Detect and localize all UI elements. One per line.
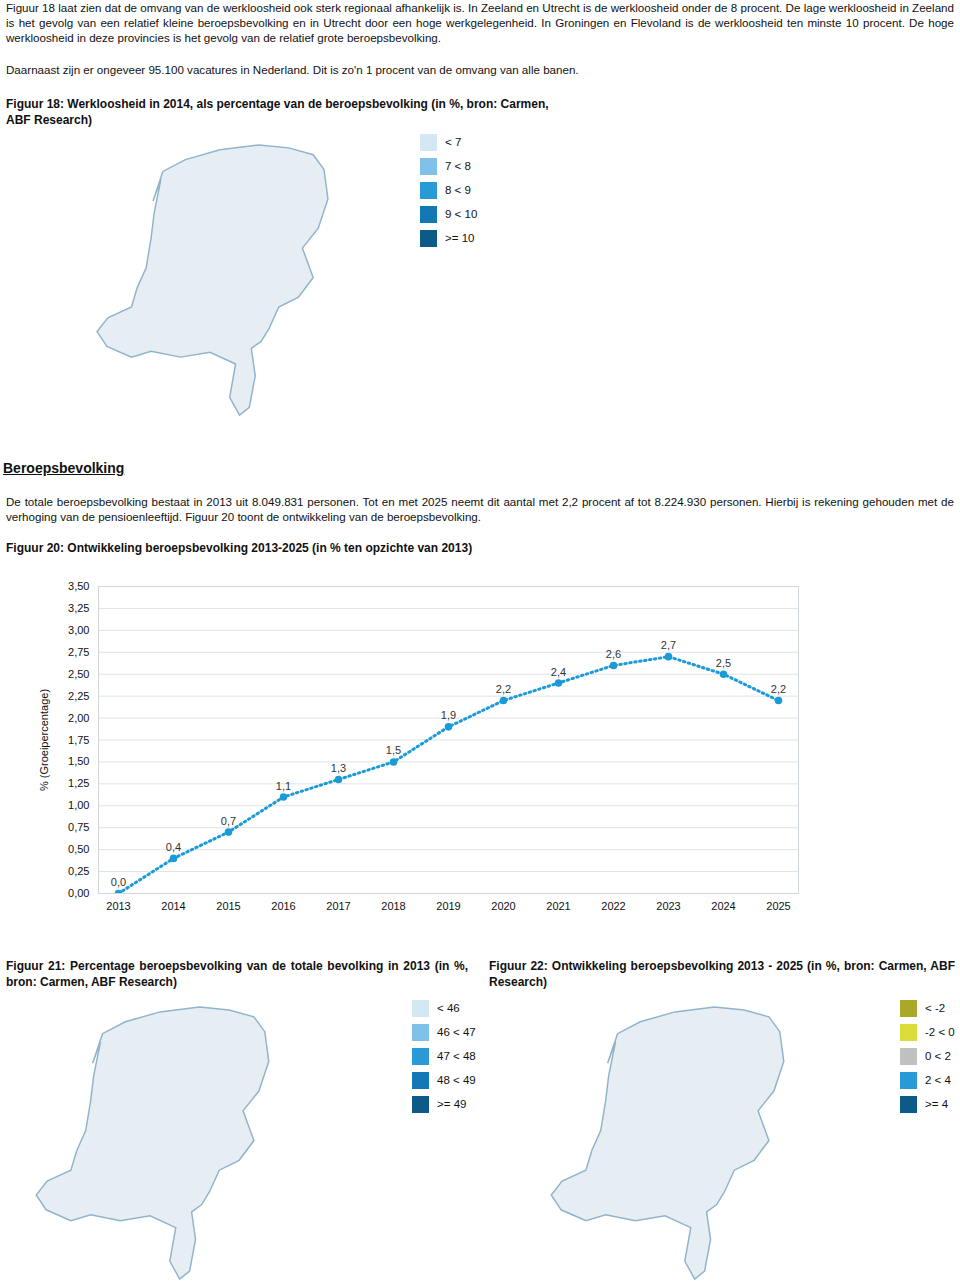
svg-text:2,75: 2,75 <box>68 646 89 658</box>
html-text:>= 4: >= 4 <box>925 1098 948 1110</box>
svg-text:2024: 2024 <box>711 900 735 912</box>
svg-text:1,9: 1,9 <box>441 709 456 721</box>
svg-text:2,4: 2,4 <box>551 666 566 678</box>
svg-text:0,75: 0,75 <box>68 821 89 833</box>
html-text:Figuur 18: Werkloosheid in 201: Figuur 18: Werkloosheid in 2014, als per… <box>6 97 549 127</box>
svg-text:1,75: 1,75 <box>68 734 89 746</box>
svg-text:2013: 2013 <box>106 900 130 912</box>
html-text:>= 49: >= 49 <box>437 1098 467 1110</box>
html-text:7 < 8: 7 < 8 <box>445 160 471 172</box>
html-text:De totale beroepsbevolking bes: De totale beroepsbevolking bestaat in 20… <box>6 495 954 523</box>
svg-text:1,25: 1,25 <box>68 777 89 789</box>
svg-text:2023: 2023 <box>656 900 680 912</box>
svg-text:0,50: 0,50 <box>68 843 89 855</box>
svg-text:0,0: 0,0 <box>111 876 126 888</box>
html-text:-2 < 0: -2 < 0 <box>925 1026 955 1038</box>
html-text:< 7: < 7 <box>445 136 462 148</box>
html-text:< -2: < -2 <box>925 1002 946 1014</box>
svg-text:2016: 2016 <box>271 900 295 912</box>
html-text:Figuur 21: Percentage beroepsb: Figuur 21: Percentage beroepsbevolking v… <box>6 959 468 989</box>
svg-text:2022: 2022 <box>601 900 625 912</box>
html-text:Daarnaast zijn er ongeveer 95.: Daarnaast zijn er ongeveer 95.100 vacatu… <box>6 63 579 76</box>
svg-text:3,00: 3,00 <box>68 624 89 636</box>
svg-text:2,00: 2,00 <box>68 712 89 724</box>
svg-text:0,7: 0,7 <box>221 815 236 827</box>
html-text:48 < 49: 48 < 49 <box>437 1074 476 1086</box>
svg-text:2017: 2017 <box>326 900 350 912</box>
html-text:9 < 10: 9 < 10 <box>445 208 478 220</box>
svg-text:2020: 2020 <box>491 900 515 912</box>
svg-text:2,2: 2,2 <box>496 683 511 695</box>
html-text:2 < 4: 2 < 4 <box>925 1074 951 1086</box>
svg-text:3,25: 3,25 <box>68 602 89 614</box>
html-text:Figuur 20: Ontwikkeling beroep: Figuur 20: Ontwikkeling beroepsbevolking… <box>6 541 473 555</box>
html-text:8 < 9: 8 < 9 <box>445 184 471 196</box>
svg-text:1,00: 1,00 <box>68 799 89 811</box>
html-text:Figuur 22: Ontwikkeling beroep: Figuur 22: Ontwikkeling beroepsbevolking… <box>489 959 955 989</box>
svg-text:2,2: 2,2 <box>771 683 786 695</box>
svg-text:2,50: 2,50 <box>68 668 89 680</box>
svg-text:0,4: 0,4 <box>166 841 181 853</box>
svg-text:1,5: 1,5 <box>386 744 401 756</box>
svg-text:2,6: 2,6 <box>606 648 621 660</box>
svg-text:1,1: 1,1 <box>276 780 291 792</box>
svg-text:2021: 2021 <box>546 900 570 912</box>
svg-text:2,5: 2,5 <box>716 657 731 669</box>
svg-text:0,00: 0,00 <box>68 887 89 899</box>
svg-text:2,7: 2,7 <box>661 639 676 651</box>
svg-text:% (Groeipercentage): % (Groeipercentage) <box>38 689 50 791</box>
svg-text:0,25: 0,25 <box>68 865 89 877</box>
html-text:< 46: < 46 <box>437 1002 460 1014</box>
svg-text:3,50: 3,50 <box>68 580 89 592</box>
svg-text:2014: 2014 <box>161 900 185 912</box>
html-text:>= 10: >= 10 <box>445 232 475 244</box>
html-text:Beroepsbevolking: Beroepsbevolking <box>3 460 125 476</box>
svg-text:2019: 2019 <box>436 900 460 912</box>
html-text:46 < 47: 46 < 47 <box>437 1026 476 1038</box>
svg-text:2025: 2025 <box>766 900 790 912</box>
html-text:0 < 2: 0 < 2 <box>925 1050 951 1062</box>
html-text:47 < 48: 47 < 48 <box>437 1050 476 1062</box>
svg-text:2018: 2018 <box>381 900 405 912</box>
svg-text:2,25: 2,25 <box>68 690 89 702</box>
svg-text:1,50: 1,50 <box>68 755 89 767</box>
svg-text:2015: 2015 <box>216 900 240 912</box>
svg-text:1,3: 1,3 <box>331 762 346 774</box>
html-text:Figuur 18 laat zien dat de omv: Figuur 18 laat zien dat de omvang van de… <box>6 1 954 44</box>
